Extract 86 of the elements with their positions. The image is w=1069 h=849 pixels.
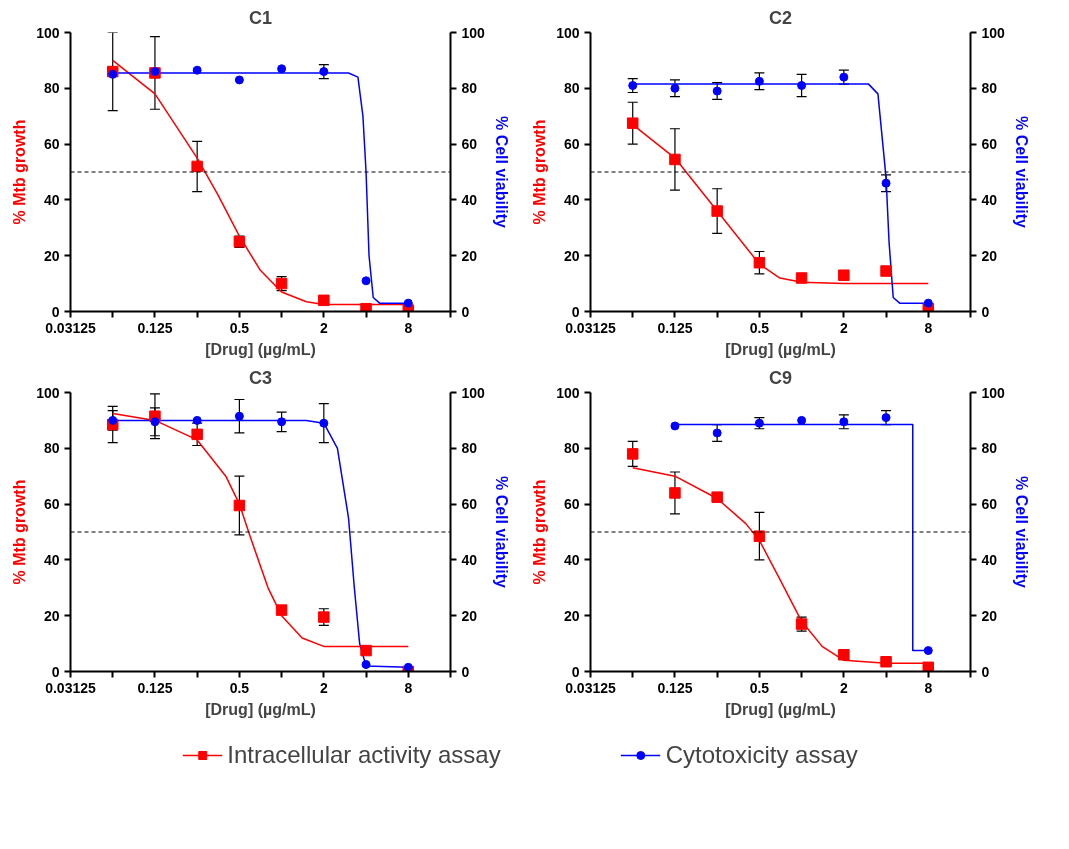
legend-label: Intracellular activity assay — [227, 741, 501, 769]
x-tick-label: 0.03125 — [45, 319, 97, 336]
x-tick-label: 0.125 — [137, 319, 173, 336]
y-tick-label: 80 — [43, 440, 60, 457]
y-tick-label: 40 — [43, 551, 60, 568]
y-tick-label: 80 — [43, 80, 60, 97]
y-tick-label: 40 — [563, 191, 580, 208]
y-tick-label: 60 — [563, 496, 580, 513]
x-tick-label: 0.5 — [229, 679, 250, 696]
x-tick-label: 0.125 — [657, 319, 693, 336]
y2-tick-label: 80 — [981, 440, 998, 457]
y-axis-title: % Mtb growth — [531, 479, 549, 585]
x-tick-label: 8 — [924, 319, 933, 336]
x-tick-label: 0.125 — [137, 679, 173, 696]
x-tick-label: 0.5 — [749, 319, 770, 336]
y2-tick-label: 60 — [981, 136, 998, 153]
y2-axis-title: % Cell viability — [1012, 475, 1030, 589]
y2-tick-label: 100 — [461, 384, 486, 401]
y-tick-label: 60 — [43, 496, 60, 513]
y2-tick-label: 100 — [981, 384, 1006, 401]
y2-tick-label: 40 — [981, 191, 998, 208]
y-tick-label: 60 — [43, 136, 60, 153]
y-tick-label: 0 — [571, 303, 580, 320]
y-tick-label: 0 — [51, 663, 60, 680]
chart-title: C2 — [769, 7, 793, 28]
y2-tick-label: 20 — [981, 247, 998, 264]
chart-title: C3 — [249, 367, 273, 388]
x-axis-title: [Drug] (µg/mL) — [205, 340, 316, 358]
y-tick-label: 100 — [556, 24, 580, 41]
x-tick-label: 2 — [839, 319, 848, 336]
x-tick-label: 0.03125 — [565, 319, 617, 336]
y-tick-label: 0 — [51, 303, 60, 320]
y2-tick-label: 0 — [461, 303, 470, 320]
y2-tick-label: 80 — [981, 80, 998, 97]
x-tick-label: 0.5 — [749, 679, 770, 696]
y-tick-label: 40 — [563, 551, 580, 568]
y2-tick-label: 80 — [461, 440, 478, 457]
y2-tick-label: 40 — [461, 191, 478, 208]
x-axis-title: [Drug] (µg/mL) — [725, 340, 836, 358]
x-tick-label: 8 — [404, 319, 413, 336]
y2-tick-label: 60 — [461, 136, 478, 153]
x-tick-label: 2 — [839, 679, 848, 696]
x-tick-label: 8 — [924, 679, 933, 696]
x-tick-label: 2 — [319, 679, 328, 696]
y-tick-label: 0 — [571, 663, 580, 680]
y-tick-label: 60 — [563, 136, 580, 153]
y2-tick-label: 60 — [981, 496, 998, 513]
chart-title: C9 — [769, 367, 793, 388]
x-tick-label: 0.03125 — [45, 679, 97, 696]
x-tick-label: 0.5 — [229, 319, 250, 336]
y-axis-title: % Mtb growth — [11, 479, 29, 585]
x-tick-label: 0.125 — [657, 679, 693, 696]
y2-tick-label: 100 — [981, 24, 1006, 41]
y2-tick-label: 0 — [461, 663, 470, 680]
y-tick-label: 80 — [563, 440, 580, 457]
y-tick-label: 100 — [556, 384, 580, 401]
y2-tick-label: 40 — [981, 551, 998, 568]
y2-axis-title: % Cell viability — [492, 475, 510, 589]
y-tick-label: 100 — [36, 24, 60, 41]
x-tick-label: 8 — [404, 679, 413, 696]
y-tick-label: 20 — [563, 247, 580, 264]
chart-title: C1 — [249, 7, 273, 28]
legend-label: Cytotoxicity assay — [665, 741, 858, 769]
y-axis-title: % Mtb growth — [11, 119, 29, 225]
y2-tick-label: 100 — [461, 24, 486, 41]
y-tick-label: 20 — [43, 607, 60, 624]
x-tick-label: 2 — [319, 319, 328, 336]
y2-tick-label: 20 — [981, 607, 998, 624]
y2-axis-title: % Cell viability — [1012, 115, 1030, 229]
y-axis-title: % Mtb growth — [531, 119, 549, 225]
x-axis-title: [Drug] (µg/mL) — [725, 700, 836, 718]
y-tick-label: 80 — [563, 80, 580, 97]
y2-tick-label: 60 — [461, 496, 478, 513]
x-tick-label: 0.03125 — [565, 679, 617, 696]
y2-axis-title: % Cell viability — [492, 115, 510, 229]
y2-tick-label: 0 — [981, 663, 990, 680]
y2-tick-label: 80 — [461, 80, 478, 97]
y2-tick-label: 40 — [461, 551, 478, 568]
y-tick-label: 20 — [563, 607, 580, 624]
y-tick-label: 40 — [43, 191, 60, 208]
x-axis-title: [Drug] (µg/mL) — [205, 700, 316, 718]
y-tick-label: 100 — [36, 384, 60, 401]
y2-tick-label: 0 — [981, 303, 990, 320]
y2-tick-label: 20 — [461, 247, 478, 264]
y-tick-label: 20 — [43, 247, 60, 264]
y2-tick-label: 20 — [461, 607, 478, 624]
